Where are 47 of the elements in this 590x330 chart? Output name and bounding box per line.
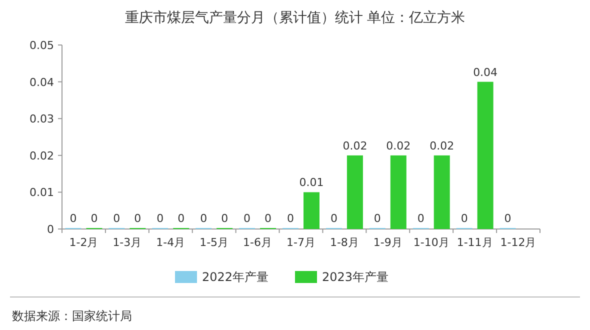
- x-tick-label: 1-11月: [456, 236, 493, 249]
- y-tick-label: 0.05: [30, 39, 54, 52]
- legend-label: 2023年产量: [322, 270, 389, 284]
- bar: [346, 155, 363, 229]
- bar: [304, 192, 320, 229]
- data-label: 0: [504, 212, 512, 225]
- y-tick-label: 0: [47, 223, 54, 236]
- data-label: 0: [156, 212, 164, 225]
- data-label: 0: [178, 212, 185, 225]
- data-label: 0: [460, 212, 468, 225]
- data-label: 0: [287, 212, 294, 225]
- data-label: 0: [113, 212, 120, 225]
- title: 重庆市煤层气产量分月（累计值）统计 单位：亿立方米: [124, 10, 466, 26]
- data-label: 0: [417, 212, 424, 225]
- data-label: 0.02: [342, 139, 368, 152]
- bar: [390, 155, 406, 229]
- bar: [477, 82, 494, 229]
- x-tick-label: 1-9月: [373, 236, 402, 249]
- data-label: 0: [244, 212, 251, 225]
- data-label: 0: [330, 212, 338, 225]
- y-tick-label: 0.04: [30, 76, 54, 89]
- data-label: 0: [264, 212, 272, 225]
- x-tick-label: 1-6月: [243, 236, 272, 249]
- data-label: 0: [70, 212, 77, 225]
- data-label: 0.04: [473, 66, 498, 79]
- data-label: 0: [221, 212, 228, 225]
- legend-label: 2022年产量: [202, 270, 269, 284]
- y-tick-label: 0.01: [30, 186, 54, 200]
- data-label: 0: [374, 212, 381, 225]
- source-note: 数据来源：国家统计局: [12, 309, 132, 323]
- data-label: 0.02: [430, 139, 454, 152]
- x-tick-label: 1-12月: [500, 236, 536, 249]
- x-tick-label: 1-5月: [200, 236, 229, 249]
- x-tick-label: 1-8月: [330, 236, 359, 249]
- y-tick-label: 0.02: [30, 149, 54, 162]
- y-tick-label: 0.03: [30, 112, 54, 126]
- x-tick-label: 1-3月: [112, 236, 142, 249]
- x-tick-label: 1-4月: [156, 236, 186, 249]
- data-label: 0: [134, 212, 142, 225]
- data-label: 0.01: [299, 176, 324, 190]
- bar: [434, 155, 450, 229]
- x-tick-label: 1-7月: [286, 236, 316, 249]
- data-label: 0.02: [386, 139, 411, 152]
- data-label: 0: [200, 212, 208, 225]
- data-label: 0: [90, 212, 98, 225]
- x-tick-label: 1-10月: [413, 236, 450, 249]
- x-tick-label: 1-2月: [69, 236, 98, 249]
